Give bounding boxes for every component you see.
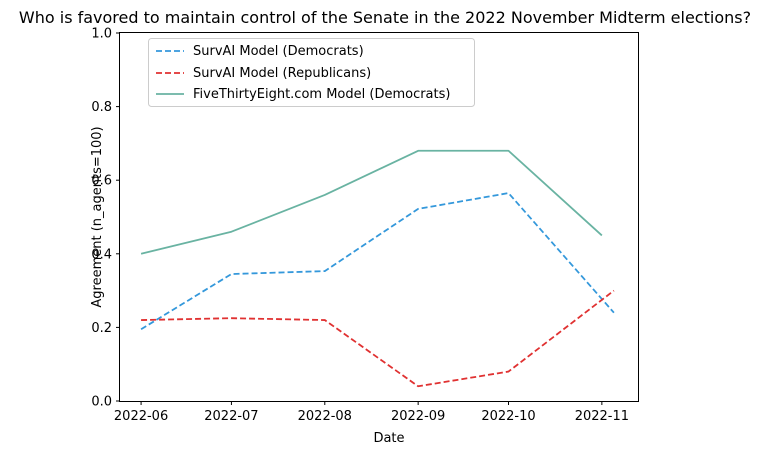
plot-frame bbox=[119, 32, 639, 402]
y-tick-label: 0.4 bbox=[91, 247, 112, 262]
y-tick-label: 0.6 bbox=[91, 174, 112, 189]
y-tick-label: 0.2 bbox=[91, 321, 112, 336]
legend-label-fivethirtyeight-democrats: FiveThirtyEight.com Model (Democrats) bbox=[193, 87, 450, 102]
y-axis-label: Agreement (n_agents=100) bbox=[90, 126, 105, 307]
series-line-fivethirtyeight-com-model-democrats bbox=[140, 149, 603, 255]
x-tick-label: 2022-06 bbox=[114, 409, 168, 424]
x-tick-label: 2022-09 bbox=[391, 409, 445, 424]
legend-label-survai-democrats: SurvAI Model (Democrats) bbox=[193, 44, 364, 59]
x-tick-label: 2022-10 bbox=[481, 409, 535, 424]
x-tick-label: 2022-08 bbox=[298, 409, 352, 424]
series-line-survai-model-democrats bbox=[140, 192, 615, 331]
y-tick-label: 0.0 bbox=[91, 395, 112, 410]
plot-area bbox=[140, 149, 615, 388]
x-tick-label: 2022-11 bbox=[575, 409, 629, 424]
y-tick-label: 1.0 bbox=[91, 27, 112, 42]
x-axis-label: Date bbox=[373, 431, 404, 446]
legend-label-survai-republicans: SurvAI Model (Republicans) bbox=[193, 66, 371, 81]
x-tick-label: 2022-07 bbox=[204, 409, 258, 424]
legend-box bbox=[148, 38, 475, 107]
y-axis: 0.0 0.2 0.4 0.6 0.8 1.0 bbox=[91, 27, 120, 410]
series-line-survai-model-republicans bbox=[141, 289, 615, 388]
chart-title: Who is favored to maintain control of th… bbox=[19, 8, 751, 27]
y-tick-label: 0.8 bbox=[91, 100, 112, 115]
x-axis: 2022-06 2022-07 2022-08 2022-09 2022-10 2022-… bbox=[114, 401, 629, 424]
legend: SurvAI Model (Democrats) SurvAI Model (R… bbox=[148, 38, 475, 107]
